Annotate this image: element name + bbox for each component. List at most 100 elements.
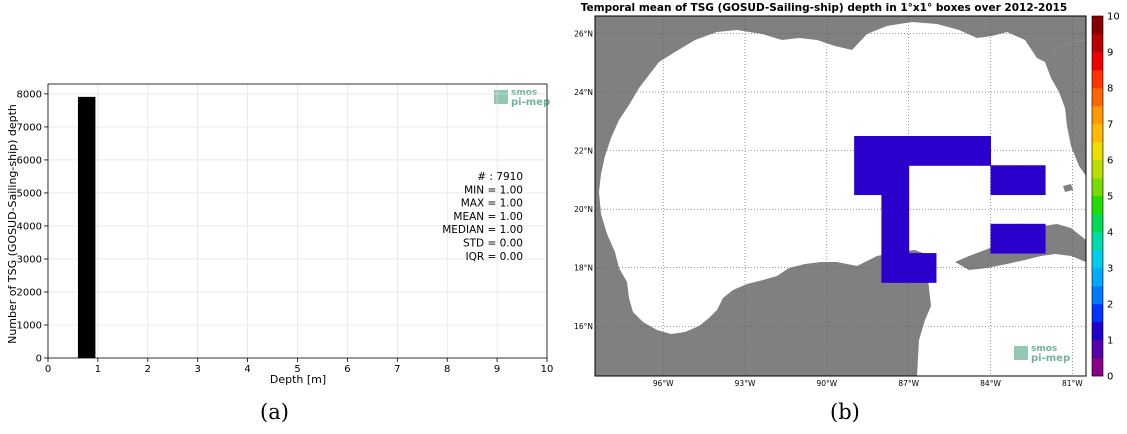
logo-line2: pi-mep: [1031, 353, 1070, 364]
colorbar-segment: [1092, 304, 1103, 323]
x-tick-label: 1: [95, 364, 101, 375]
bahamas-islands: [1063, 118, 1085, 192]
map-frame: [594, 15, 1087, 377]
x-tick-label: 2: [145, 364, 151, 375]
x-tick-label: 8: [444, 364, 450, 375]
latitude-label: 26°N: [574, 30, 593, 39]
colorbar-tick-label: 6: [1107, 156, 1113, 167]
x-tick-label: 6: [344, 364, 350, 375]
longitude-label: 90°W: [817, 379, 838, 388]
data-cells: [854, 136, 1046, 283]
histogram-bar: [77, 96, 96, 359]
colorbar-segment: [1092, 160, 1103, 179]
x-tick-label: 4: [244, 364, 250, 375]
data-cell: [1017, 165, 1046, 196]
gulf-of-mexico-depth-map: Temporal mean of TSG (GOSUD-Sailing-ship…: [574, 2, 1120, 388]
colorbar-segment: [1092, 16, 1103, 35]
graticule: [595, 16, 1086, 376]
stat-line: MAX = 1.00: [461, 198, 523, 210]
latitude-label: 16°N: [574, 322, 593, 331]
colorbar-segment: [1092, 34, 1103, 53]
latitude-label: 24°N: [574, 88, 593, 97]
colorbar-segment: [1092, 178, 1103, 197]
data-cell: [881, 165, 910, 196]
colorbar-tick-label: 2: [1107, 300, 1113, 311]
colorbar-tick-label: 7: [1107, 120, 1113, 131]
x-axis-label: Depth [m]: [270, 373, 326, 386]
plot-frame: [47, 83, 548, 359]
depth-histogram-chart: Number of TSG (GOSUD-Sailing-ship) depth…: [6, 83, 554, 386]
colorbar-tick-label: 8: [1107, 84, 1113, 95]
colorbar-tick-label: 3: [1107, 264, 1113, 275]
stat-line: MIN = 1.00: [464, 184, 523, 196]
data-cell: [854, 165, 882, 196]
data-cell: [1017, 223, 1046, 254]
colorbar-segment: [1092, 250, 1103, 269]
florida-peninsula: [1045, 40, 1086, 176]
logo-square: [494, 90, 508, 104]
colorbar-segment: [1092, 232, 1103, 251]
data-cell: [963, 136, 992, 166]
latitude-label: 20°N: [574, 205, 593, 214]
data-cell: [908, 136, 937, 166]
colorbar-segment: [1092, 322, 1103, 341]
y-tick-label: 3000: [17, 254, 42, 265]
data-cell: [990, 223, 1019, 254]
data-cell: [881, 194, 910, 225]
logo-line1: smos: [1031, 344, 1057, 354]
colorbar-tick-label: 10: [1107, 12, 1120, 23]
caption-a: (a): [260, 400, 289, 424]
colorbar-segment: [1092, 106, 1103, 125]
x-tick-label: 7: [394, 364, 400, 375]
colorbar-segment: [1092, 124, 1103, 143]
colorbar-tick-label: 9: [1107, 48, 1113, 59]
y-tick-label: 2000: [17, 287, 42, 298]
colorbar-segment: [1092, 70, 1103, 89]
map-title: Temporal mean of TSG (GOSUD-Sailing-ship…: [581, 2, 1068, 14]
latitude-label: 18°N: [574, 264, 593, 273]
stat-line: # : 7910: [477, 171, 523, 183]
y-tick-label: 1000: [17, 320, 42, 331]
y-axis-label: Number of TSG (GOSUD-Sailing-ship) depth: [6, 104, 19, 344]
colorbar-segment: [1092, 340, 1103, 359]
longitude-label: 81°W: [1062, 379, 1083, 388]
x-tick-label: 3: [195, 364, 201, 375]
x-tick-label: 10: [541, 364, 554, 375]
yucatan-peninsula: [595, 250, 931, 376]
data-cell: [908, 253, 937, 283]
x-tick-label: 0: [45, 364, 51, 375]
x-tick-label: 5: [294, 364, 300, 375]
logo-line1: smos: [511, 88, 537, 98]
logo-square: [1014, 346, 1028, 360]
colorbar-segment: [1092, 52, 1103, 71]
colorbar-tick-label: 0: [1107, 372, 1113, 383]
longitude-label: 93°W: [735, 379, 756, 388]
stat-line: IQR = 0.00: [465, 251, 523, 263]
longitude-label: 87°W: [898, 379, 919, 388]
stat-line: STD = 0.00: [463, 238, 523, 250]
data-cell: [881, 223, 910, 254]
colorbar-segment: [1092, 268, 1103, 287]
stat-line: MEAN = 1.00: [453, 211, 523, 223]
data-cell: [881, 253, 910, 283]
colorbar-tick-label: 5: [1107, 192, 1113, 203]
us-gulf-coast: [595, 16, 1086, 376]
stat-line: MEDIAN = 1.00: [442, 224, 523, 236]
colorbar: 0 1 2 3 4 5 6 7 8 9 10: [1091, 12, 1120, 383]
latitude-label: 22°N: [574, 147, 593, 156]
data-cell: [935, 136, 964, 166]
y-tick-label: 6000: [17, 155, 42, 166]
y-tick-label: 7000: [17, 122, 42, 133]
y-tick-label: 8000: [17, 89, 42, 100]
longitude-label: 96°W: [653, 379, 674, 388]
colorbar-segment: [1092, 142, 1103, 161]
colorbar-segment: [1092, 358, 1103, 377]
caption-b: (b): [830, 400, 860, 424]
colorbar-segment: [1092, 214, 1103, 233]
y-tick-label: 5000: [17, 188, 42, 199]
y-tick-label: 0: [36, 354, 42, 365]
